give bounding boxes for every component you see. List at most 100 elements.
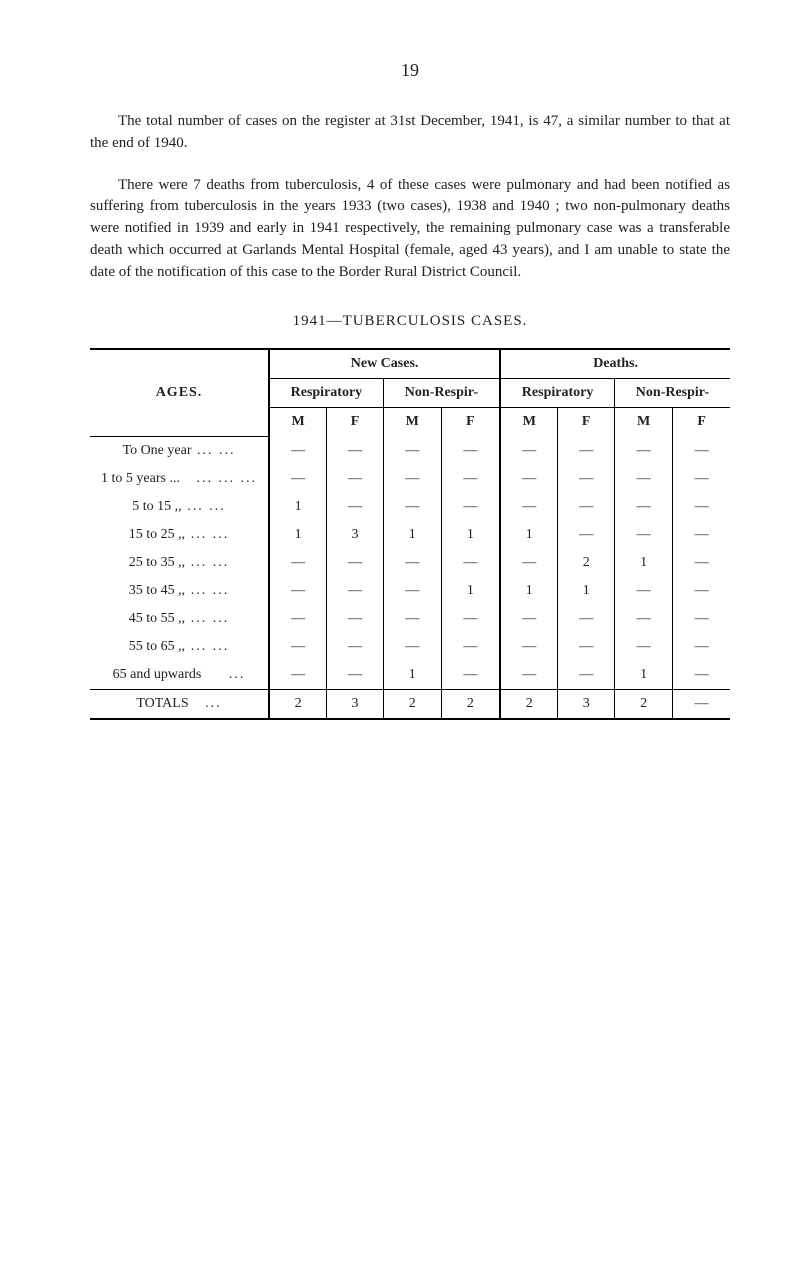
paragraph-2: There were 7 deaths from tuberculosis, 4…	[90, 175, 730, 284]
mf-header: M	[614, 408, 672, 437]
cell: —	[614, 465, 672, 493]
mf-header: M	[500, 408, 558, 437]
cell: 1	[383, 661, 441, 690]
cell: —	[558, 493, 615, 521]
row-label: 45 to 55 ,,	[129, 611, 185, 626]
cell: 1	[269, 521, 327, 549]
cell: —	[558, 633, 615, 661]
cell: —	[500, 493, 558, 521]
table-row: To One year — — — — — — — —	[90, 436, 730, 465]
cell: —	[558, 661, 615, 690]
cell: —	[383, 465, 441, 493]
cell: —	[673, 493, 730, 521]
cell: —	[673, 549, 730, 577]
cell: —	[614, 577, 672, 605]
cell: —	[383, 493, 441, 521]
table-row: 45 to 55 ,, — — — — — — — —	[90, 605, 730, 633]
cell: —	[614, 605, 672, 633]
cell: —	[327, 465, 384, 493]
cell: 1	[441, 577, 500, 605]
row-label: 15 to 25 ,,	[129, 527, 185, 542]
cell: —	[500, 436, 558, 465]
totals-cell: 3	[327, 689, 384, 719]
cell: —	[673, 436, 730, 465]
cell: 1	[269, 493, 327, 521]
totals-cell: —	[673, 689, 730, 719]
cell: —	[558, 521, 615, 549]
cell: —	[441, 493, 500, 521]
cell: —	[269, 605, 327, 633]
cell: 1	[500, 577, 558, 605]
cell: 2	[558, 549, 615, 577]
death-nonresp-header: Non-Respir-	[614, 379, 730, 408]
cell: —	[614, 493, 672, 521]
table-row: 5 to 15 ,, 1 — — — — — — —	[90, 493, 730, 521]
cell: —	[500, 633, 558, 661]
cell: —	[558, 436, 615, 465]
cell: —	[500, 549, 558, 577]
cell: —	[327, 549, 384, 577]
mf-header: M	[383, 408, 441, 437]
row-label: 5 to 15 ,,	[132, 499, 181, 514]
cell: 1	[500, 521, 558, 549]
cell: —	[269, 661, 327, 690]
cell: —	[383, 436, 441, 465]
cell: —	[269, 549, 327, 577]
mf-header: F	[441, 408, 500, 437]
table-title: 1941—TUBERCULOSIS CASES.	[90, 313, 730, 330]
paragraph-1-text: The total number of cases on the registe…	[90, 113, 730, 151]
row-label: 25 to 35 ,,	[129, 555, 185, 570]
cell: —	[614, 436, 672, 465]
totals-cell: 2	[614, 689, 672, 719]
cell: —	[673, 465, 730, 493]
cell: —	[269, 633, 327, 661]
cell: —	[383, 605, 441, 633]
table-row: 35 to 45 ,, — — — 1 1 1 — —	[90, 577, 730, 605]
cell: —	[500, 605, 558, 633]
cell: 1	[558, 577, 615, 605]
cell: —	[327, 436, 384, 465]
table-row: 65 and upwards ... — — 1 — — — 1 —	[90, 661, 730, 690]
totals-cell: 2	[500, 689, 558, 719]
cell: 1	[383, 521, 441, 549]
totals-cell: 2	[269, 689, 327, 719]
new-resp-header: Respiratory	[269, 379, 383, 408]
cell: 1	[614, 549, 672, 577]
cell: —	[441, 605, 500, 633]
cell: —	[673, 577, 730, 605]
row-label: 65 and upwards	[113, 667, 202, 682]
cell: —	[441, 661, 500, 690]
tuberculosis-table: AGES. New Cases. Deaths. Respiratory Non…	[90, 348, 730, 720]
table-row: 55 to 65 ,, — — — — — — — —	[90, 633, 730, 661]
table-row: 25 to 35 ,, — — — — — 2 1 —	[90, 549, 730, 577]
death-resp-header: Respiratory	[500, 379, 614, 408]
cell: 1	[441, 521, 500, 549]
cell: —	[673, 521, 730, 549]
new-cases-header: New Cases.	[269, 349, 500, 379]
page-number: 19	[90, 60, 730, 81]
cell: —	[327, 633, 384, 661]
cell: —	[327, 493, 384, 521]
cell: 1	[614, 661, 672, 690]
cell: —	[327, 577, 384, 605]
ages-header: AGES.	[90, 349, 269, 436]
new-nonresp-header: Non-Respir-	[383, 379, 500, 408]
cell: —	[327, 605, 384, 633]
paragraph-2-text: There were 7 deaths from tuberculosis, 4…	[90, 177, 730, 280]
table-row: 1 to 5 years ... ... — — — — — — — —	[90, 465, 730, 493]
cell: —	[673, 661, 730, 690]
row-label: 35 to 45 ,,	[129, 583, 185, 598]
row-label: 55 to 65 ,,	[129, 639, 185, 654]
table-row: 15 to 25 ,, 1 3 1 1 1 — — —	[90, 521, 730, 549]
totals-cell: 3	[558, 689, 615, 719]
totals-cell: 2	[383, 689, 441, 719]
totals-row: TOTALS ... 2 3 2 2 2 3 2 —	[90, 689, 730, 719]
ages-label: AGES.	[156, 385, 203, 400]
cell: —	[269, 465, 327, 493]
totals-label: TOTALS	[136, 696, 188, 711]
mf-header: M	[269, 408, 327, 437]
paragraph-1: The total number of cases on the registe…	[90, 111, 730, 155]
row-label: To One year	[123, 443, 192, 458]
cell: —	[673, 605, 730, 633]
mf-header: F	[673, 408, 730, 437]
